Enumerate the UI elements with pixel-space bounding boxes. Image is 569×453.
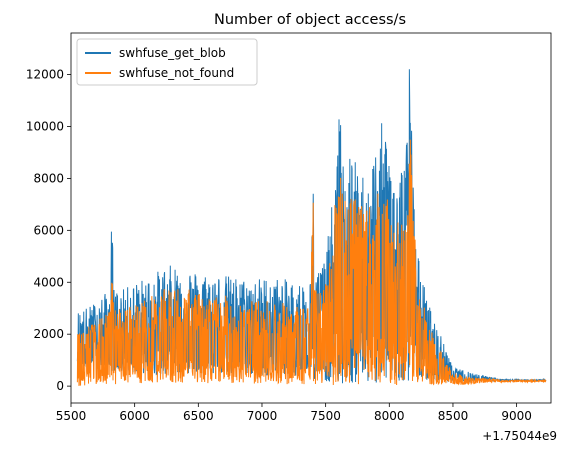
axes: 5500 6000 6500 7000 7500 8000 8500 9000 0 2000 400… [26,32,552,423]
x-offset-label: +1.75044e9 [482,429,557,443]
x-tick-label: 9000 [501,409,532,423]
chart-title: Number of object access/s [214,12,406,28]
y-tick-label: 0 [56,379,64,393]
x-tick-label: 5500 [56,409,87,423]
legend-label-swhfuse-not-found: swhfuse_not_found [119,66,234,80]
legend-box [76,38,258,86]
y-tick-label: 8000 [33,171,64,185]
series-layer [76,69,547,386]
y-tick-label: 10000 [26,119,64,133]
y-tick-label: 2000 [33,327,64,341]
y-tick-label: 4000 [33,275,64,289]
x-tick-label: 8000 [374,409,405,423]
x-tick-label: 7500 [310,409,341,423]
axes-frame [70,32,552,404]
y-tick-label: 12000 [26,68,64,82]
series-line-swhfuse-not-found [76,139,547,386]
x-tick-label: 7000 [247,409,278,423]
x-tick-label: 6000 [119,409,150,423]
x-tick-label: 8500 [438,409,469,423]
x-tick-label: 6500 [183,409,214,423]
legend: swhfuse_get_blob swhfuse_not_found [76,38,258,86]
legend-label-swhfuse-get-blob: swhfuse_get_blob [119,46,226,60]
y-tick-label: 6000 [33,223,64,237]
